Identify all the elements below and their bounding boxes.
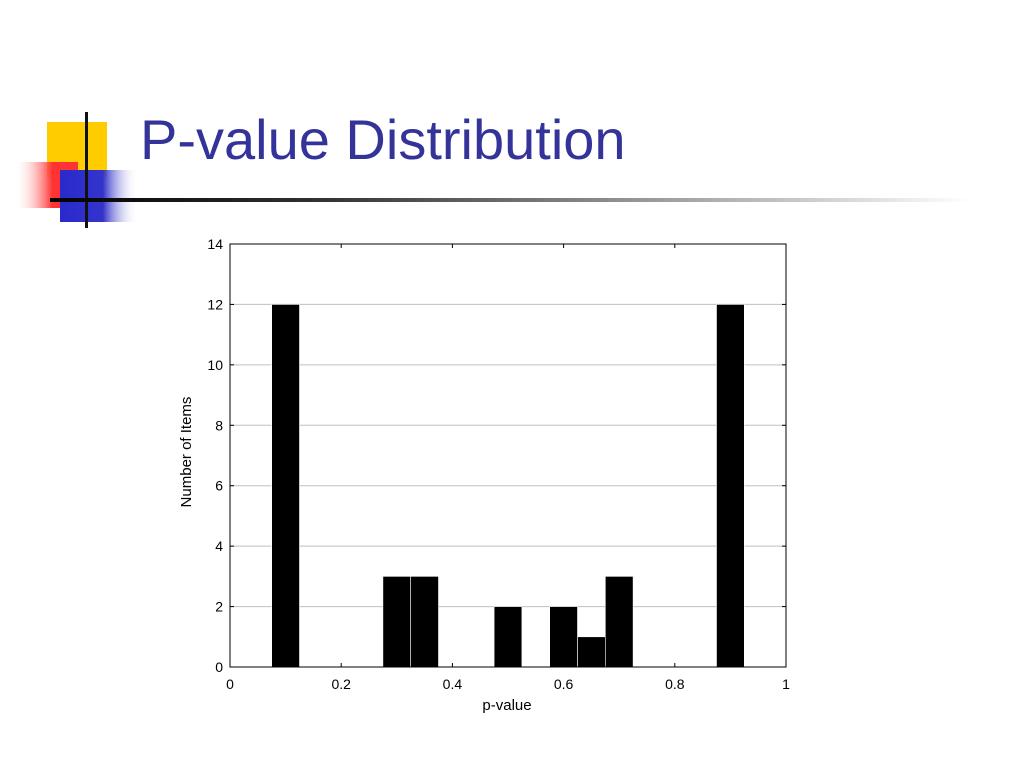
y-tick-label: 10 [207, 357, 223, 373]
grid-lines [230, 303, 786, 608]
decor-blue-square [60, 170, 138, 222]
y-tick-label: 14 [207, 236, 223, 252]
x-tick-label: 0 [226, 676, 234, 692]
plot-area-frame [229, 243, 787, 668]
y-tick-label: 2 [215, 599, 223, 615]
histogram-bar [271, 304, 300, 668]
y-tick-label: 12 [207, 296, 223, 312]
y-tick-label: 0 [215, 659, 223, 675]
slide-title: P-value Distribution [140, 108, 626, 171]
histogram-bar [577, 636, 606, 668]
title-decoration [14, 112, 970, 228]
x-tick-label: 0.4 [443, 676, 463, 692]
tick-labels: 0 2 4 6 8 10 12 14 0 0.2 0.4 0.6 0.8 1 [207, 236, 790, 692]
x-tick-label: 0.6 [554, 676, 574, 692]
y-tick-label: 6 [215, 478, 223, 494]
histogram-bar [549, 606, 578, 668]
histogram-bar [604, 576, 634, 668]
histogram-bar [716, 304, 745, 668]
decor-vertical-line [85, 112, 88, 228]
x-axis-label: p-value [482, 697, 531, 714]
x-tick-label: 0.2 [331, 676, 351, 692]
histogram-bar [382, 576, 411, 668]
histogram-bar [410, 576, 439, 668]
tick-marks [229, 243, 787, 668]
x-tick-label: 0.8 [665, 676, 685, 692]
decor-horizontal-line [50, 198, 970, 202]
y-axis-label: Number of Items [178, 397, 195, 508]
y-tick-label: 8 [215, 417, 223, 433]
x-tick-label: 1 [782, 676, 790, 692]
y-tick-label: 4 [215, 538, 223, 554]
histogram-bar [493, 606, 523, 668]
